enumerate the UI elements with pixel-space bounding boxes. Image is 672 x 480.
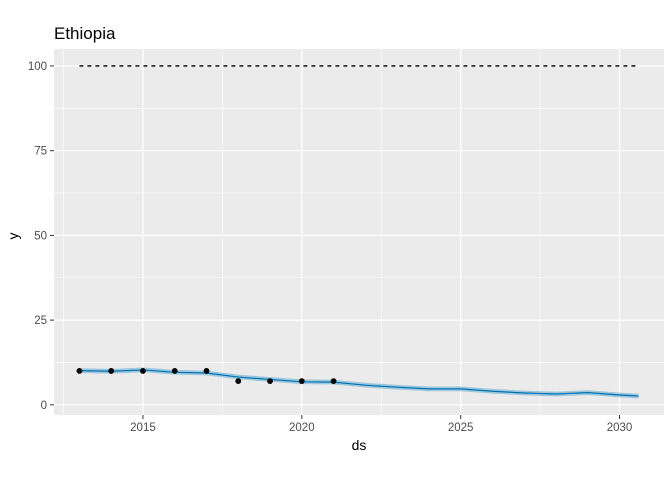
y-tick-label: 25 [34, 315, 47, 327]
plot-panel [54, 49, 664, 415]
data-point [140, 368, 146, 374]
data-point [203, 368, 210, 374]
axes: 0 25 50 75 100 2015 2020 2025 2030 [28, 61, 633, 434]
data-point [330, 378, 337, 385]
data-point [267, 378, 273, 385]
data-point [108, 368, 115, 374]
x-tick-label: 2025 [448, 422, 474, 434]
observed-points-layer [76, 368, 337, 385]
x-axis-title: ds [352, 437, 367, 453]
y-tick-label: 75 [34, 146, 47, 158]
uncertainty-band [79, 367, 639, 399]
data-point [298, 378, 305, 385]
x-tick-label: 2030 [607, 422, 633, 434]
x-tick-label: 2020 [289, 422, 315, 434]
data-point [171, 368, 178, 374]
chart-title: Ethiopia [54, 24, 116, 43]
uncertainty-band-layer [79, 367, 639, 399]
data-point [235, 378, 242, 385]
data-point [76, 368, 83, 374]
grid-lines [54, 49, 664, 415]
y-tick-label: 50 [34, 230, 47, 242]
x-tick-label: 2015 [130, 422, 156, 434]
y-tick-label: 100 [28, 61, 47, 73]
y-axis-title: y [5, 233, 21, 240]
y-tick-label: 0 [41, 400, 47, 412]
